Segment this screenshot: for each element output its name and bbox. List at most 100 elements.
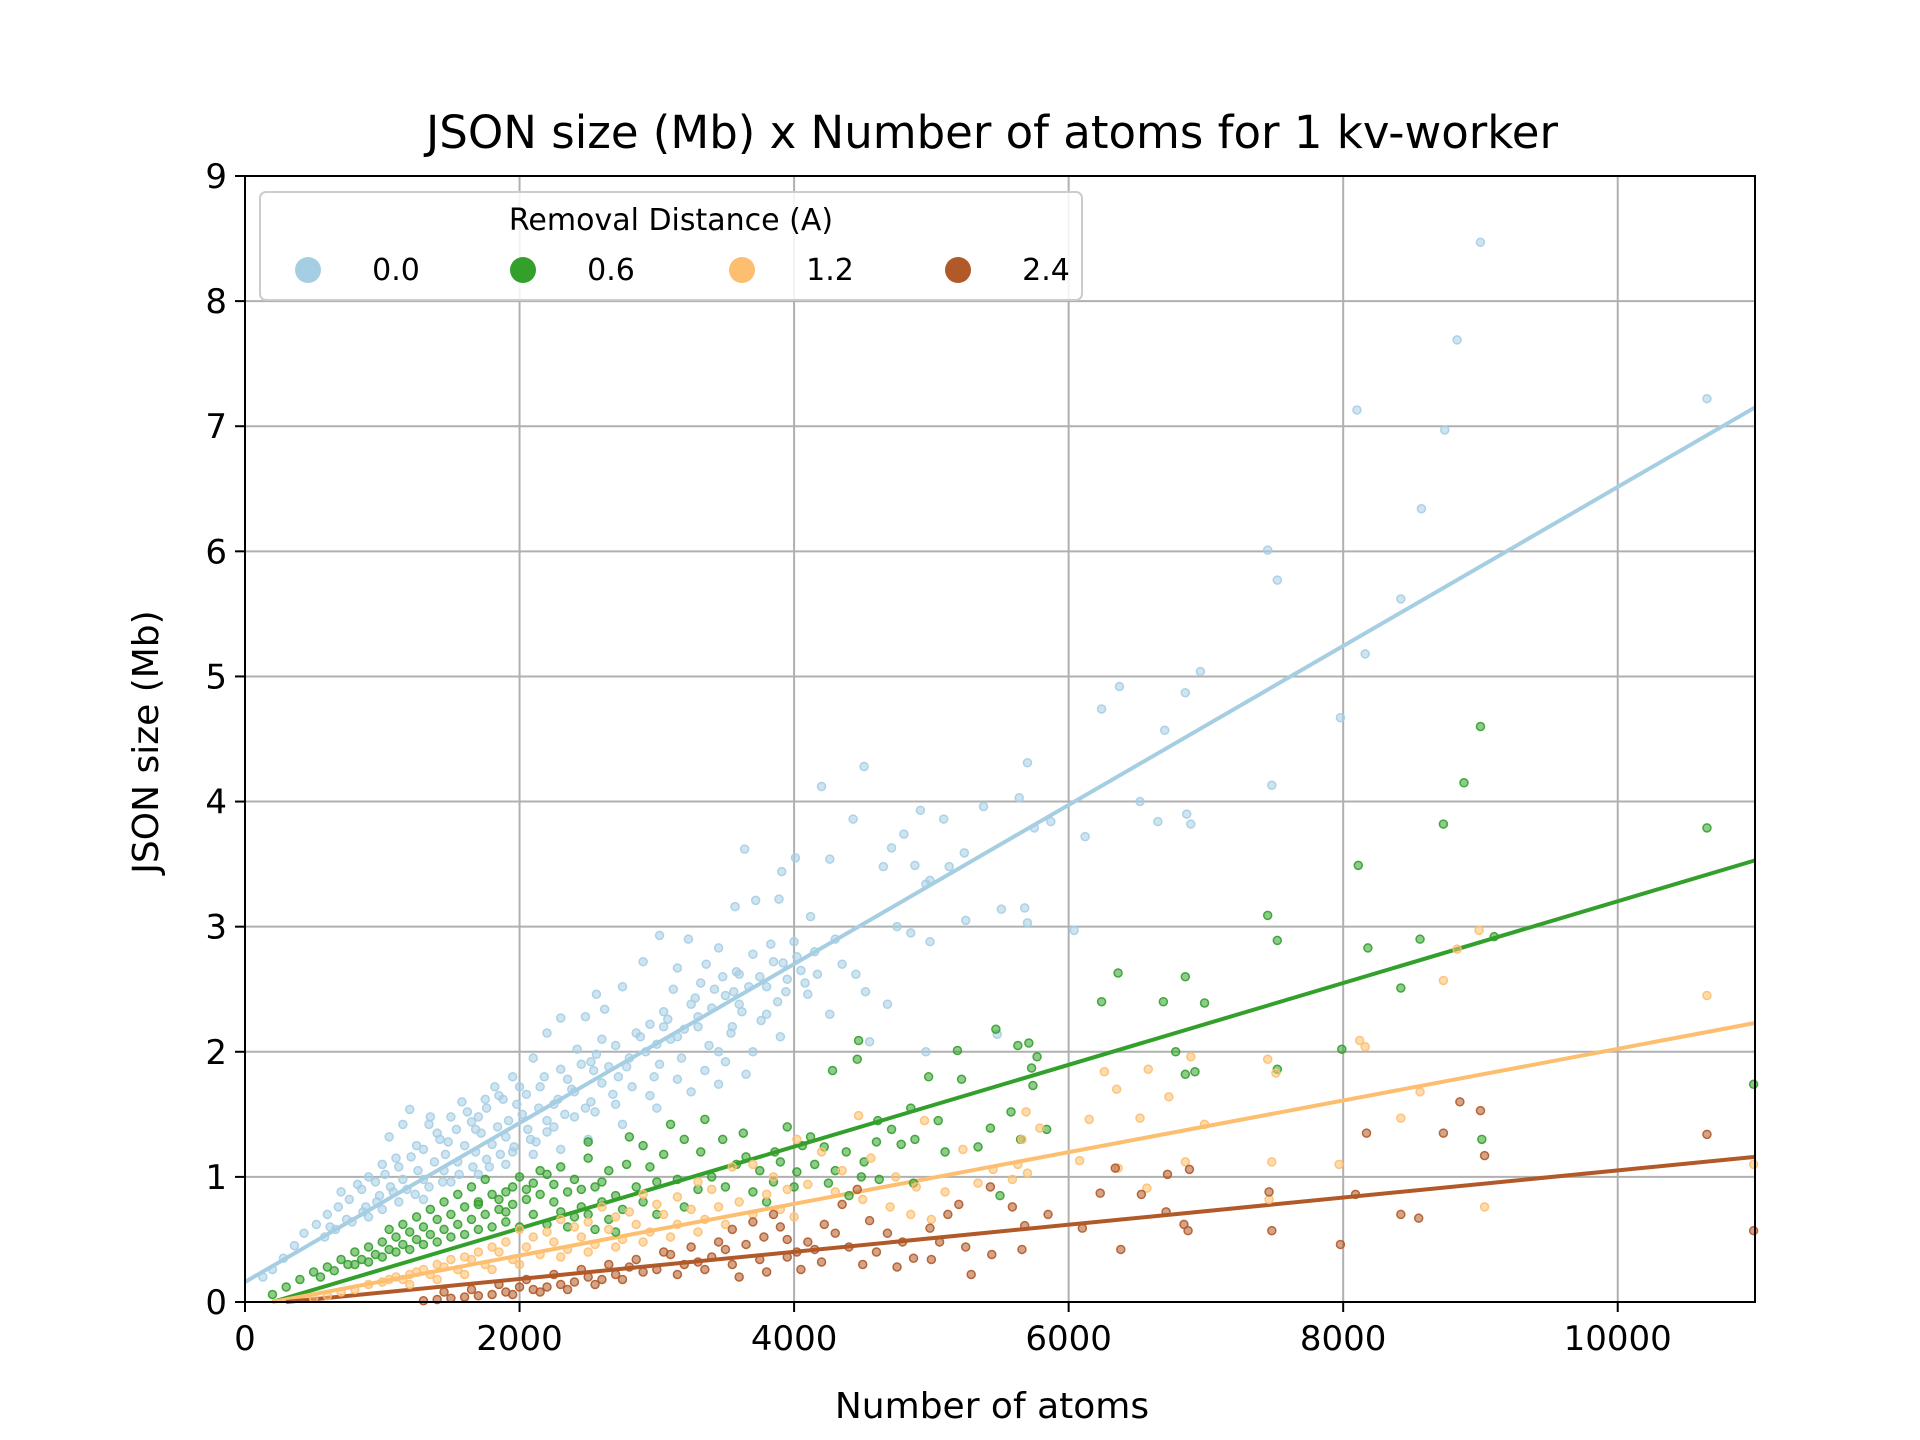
data-point xyxy=(363,1257,374,1267)
data-point xyxy=(439,1197,449,1207)
data-point xyxy=(908,1253,919,1263)
data-point xyxy=(446,1177,456,1187)
axis-ticks: 0 2000 4000 6000 8000 10000 0 1 2 3 4 5 6 7 8 9 xyxy=(205,157,1671,1359)
data-point xyxy=(1440,425,1450,435)
data-point xyxy=(1350,1189,1361,1200)
data-point xyxy=(960,915,971,926)
data-point xyxy=(1022,758,1033,768)
data-point xyxy=(569,1277,580,1287)
data-point xyxy=(481,1154,492,1165)
data-point xyxy=(597,1274,607,1285)
data-point xyxy=(1184,1164,1195,1175)
data-point xyxy=(404,1244,415,1255)
data-point xyxy=(462,1107,473,1117)
data-point xyxy=(432,1274,442,1285)
data-point xyxy=(776,866,787,877)
data-point xyxy=(621,1062,632,1072)
data-point xyxy=(1114,681,1125,692)
data-point xyxy=(778,958,788,968)
data-point xyxy=(535,1082,545,1092)
data-point xyxy=(299,1228,309,1238)
data-point xyxy=(790,853,801,863)
data-point xyxy=(1267,780,1277,791)
data-point xyxy=(507,1289,518,1300)
data-point xyxy=(676,1053,687,1063)
data-point xyxy=(569,1087,580,1097)
data-point xyxy=(514,1224,525,1235)
data-point xyxy=(1116,1244,1126,1255)
data-point xyxy=(756,1015,766,1026)
data-point xyxy=(1267,1225,1277,1236)
y-tick-label: 1 xyxy=(205,1158,227,1198)
data-point xyxy=(996,904,1007,914)
data-point xyxy=(761,1189,772,1200)
data-point xyxy=(886,1124,897,1135)
data-point xyxy=(473,1169,484,1180)
data-point xyxy=(555,1013,566,1023)
data-point xyxy=(258,1272,268,1282)
data-point xyxy=(1143,1064,1154,1075)
data-point xyxy=(590,1182,600,1192)
data-point xyxy=(852,1184,862,1195)
data-point xyxy=(782,1234,792,1245)
data-point xyxy=(1142,1183,1152,1193)
data-point xyxy=(713,1237,724,1247)
data-point xyxy=(885,1202,895,1212)
data-point xyxy=(576,1232,587,1242)
data-point xyxy=(1748,1079,1759,1090)
data-point xyxy=(844,1190,854,1201)
data-point xyxy=(926,1254,937,1265)
y-tick-label: 5 xyxy=(205,657,227,697)
data-point xyxy=(830,934,841,944)
data-point xyxy=(899,829,909,839)
data-point xyxy=(514,1259,525,1270)
data-point xyxy=(1271,1068,1281,1078)
data-point xyxy=(528,1178,539,1188)
series-0.0-points xyxy=(258,237,1712,1282)
data-point xyxy=(759,1232,769,1242)
data-point xyxy=(542,1227,552,1237)
data-point xyxy=(384,1274,394,1285)
trend-line-2.4 xyxy=(285,1154,1756,1304)
data-point xyxy=(1013,1040,1023,1051)
data-point xyxy=(782,1252,792,1262)
data-point xyxy=(562,1244,573,1255)
data-point xyxy=(837,959,847,969)
data-point xyxy=(521,1184,532,1195)
data-point xyxy=(921,879,931,889)
series-2.4-points xyxy=(418,1097,1759,1306)
data-point xyxy=(792,1134,802,1145)
data-point xyxy=(748,1187,758,1197)
data-point xyxy=(851,969,861,979)
data-point xyxy=(569,1212,580,1222)
data-point xyxy=(411,1212,422,1222)
data-point xyxy=(1026,1063,1037,1073)
data-point xyxy=(665,1034,676,1045)
data-point xyxy=(1035,1123,1045,1133)
data-point xyxy=(604,1062,614,1072)
x-tick-label: 10000 xyxy=(1564,1319,1672,1359)
data-point xyxy=(658,1209,669,1220)
data-point xyxy=(480,1209,490,1220)
data-point xyxy=(631,1219,641,1230)
data-point xyxy=(1199,998,1210,1008)
data-point xyxy=(1459,778,1469,788)
data-point xyxy=(1190,1067,1200,1077)
data-point xyxy=(528,1209,539,1220)
data-point xyxy=(665,1119,676,1130)
data-point xyxy=(726,1028,736,1038)
data-point xyxy=(621,1159,632,1170)
y-tick-label: 8 xyxy=(205,282,227,322)
data-point xyxy=(610,1269,621,1280)
data-point xyxy=(590,1224,600,1235)
data-point xyxy=(755,971,765,982)
data-point xyxy=(652,1039,662,1050)
legend-title: Removal Distance (A) xyxy=(509,203,833,238)
data-point xyxy=(440,1149,451,1160)
data-point xyxy=(668,984,679,994)
data-point xyxy=(775,1157,786,1167)
data-point xyxy=(487,1139,497,1150)
data-point xyxy=(789,936,799,947)
data-point xyxy=(987,1249,997,1260)
data-point xyxy=(991,1024,1001,1035)
